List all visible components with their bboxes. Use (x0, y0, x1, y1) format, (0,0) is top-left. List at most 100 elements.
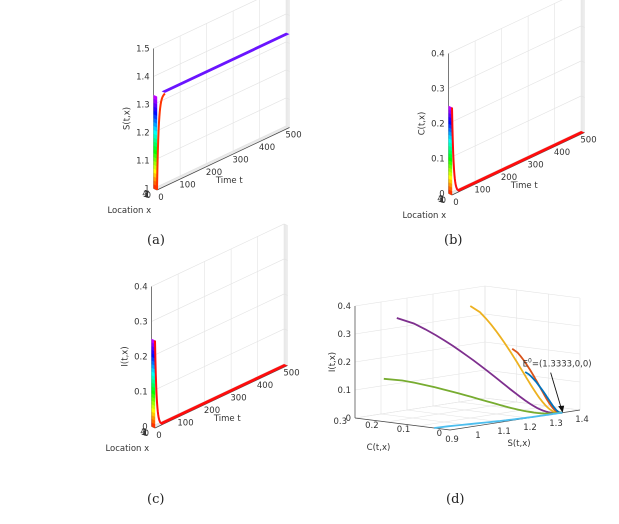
location-axis-title: Location x (105, 444, 149, 454)
time-tick-label: 300 (230, 394, 246, 404)
c-axis-title: C(t,x) (367, 443, 391, 453)
transition-edge (154, 340, 164, 425)
z-axis-title: I(t,x) (121, 346, 131, 366)
gridline (153, 97, 287, 161)
i-tick-label: 0.1 (337, 386, 351, 396)
location-axis-title: Location x (107, 206, 151, 216)
i-tick-label: 0.4 (337, 302, 351, 312)
panel-d: 0.9 1 1.1 1.2 1.3 1.400.10.20.300.10.20.30.4I… (328, 285, 592, 453)
time-tick-label: 0 (453, 198, 458, 208)
z-tick-label: 0 (439, 189, 444, 199)
i-tick-label: 0.3 (337, 330, 351, 340)
gridline (151, 328, 285, 392)
c-tick-label: 0 (437, 429, 442, 439)
location-tick-label: 4 (140, 427, 145, 437)
time-tick-label: 300 (527, 161, 543, 171)
gridline (153, 13, 287, 77)
time-tick-label: 100 (474, 186, 490, 196)
c-tick-label: 0.2 (365, 421, 379, 431)
location-tick-label: 3 (141, 428, 146, 438)
steady-state-surface (456, 130, 585, 192)
trajectory-line (511, 348, 563, 414)
time-axis-title: Time t (510, 181, 539, 191)
gridline (448, 60, 582, 124)
gridline (432, 405, 529, 419)
time-tick-label: 100 (177, 419, 193, 429)
gridline (448, 25, 582, 89)
s-tick-label: 0.9 (445, 435, 459, 445)
steady-state-surface (159, 363, 288, 425)
s-tick-label: 1.4 (575, 415, 589, 425)
annotation-arrow (550, 372, 563, 410)
time-tick-label: 200 (206, 168, 222, 178)
z-tick-label: 1.1 (136, 156, 150, 166)
c-tick-label: 0.3 (333, 417, 347, 427)
location-tick-label: 2 (142, 428, 147, 438)
gridline (354, 397, 486, 419)
time-axis-title: Time t (213, 414, 242, 424)
time-tick-label: 300 (232, 156, 248, 166)
gridline (153, 125, 287, 189)
time-tick-label: 0 (158, 193, 163, 203)
time-tick-label: 500 (285, 131, 301, 141)
time-tick-label: 400 (257, 381, 273, 391)
panel-caption: (c) (147, 492, 164, 507)
trajectory-line (383, 377, 562, 415)
time-axis-title: Time t (215, 176, 244, 186)
s-tick-label: 1.2 (523, 423, 537, 433)
gridline (484, 313, 581, 327)
gridline (380, 413, 477, 427)
surface-band (151, 422, 156, 429)
time-tick-label: 0 (156, 431, 161, 441)
gridline (354, 369, 486, 391)
z-tick-label: 0.3 (134, 317, 148, 327)
transition-edge (156, 92, 166, 191)
transition-edge (451, 107, 461, 192)
arrow-head (558, 405, 565, 413)
location-tick-label: 3 (143, 190, 148, 200)
z-tick-label: 1.5 (136, 44, 150, 54)
location-tick-label: 2 (144, 190, 149, 200)
location-tick-label: 1 (440, 196, 445, 206)
location-tick-label: 0 (441, 196, 446, 206)
gridline (154, 126, 288, 190)
time-tick-label: 400 (259, 143, 275, 153)
z-axis-title: C(t,x) (418, 112, 428, 136)
z-tick-label: 0.2 (134, 352, 148, 362)
z-tick-label: 0.4 (134, 282, 148, 292)
s-axis-title: S(t,x) (507, 439, 530, 449)
z-axis-title: S(t,x) (123, 107, 133, 130)
gridline (484, 369, 581, 383)
c-tick-label: 0.1 (397, 425, 411, 435)
gridline (153, 0, 258, 49)
trajectory-line (469, 305, 563, 414)
s-tick-label: 1.1 (497, 427, 511, 437)
location-tick-label: 1 (143, 429, 148, 439)
z-tick-label: 0.1 (431, 154, 445, 164)
time-tick-label: 400 (554, 148, 570, 158)
z-tick-label: 0.1 (134, 387, 148, 397)
s-tick-label: 1.3 (549, 419, 563, 429)
z-tick-label: 0.2 (431, 119, 445, 129)
trajectory-line (434, 411, 563, 429)
gridline (354, 313, 486, 335)
s-tick-label: 1 (475, 431, 480, 441)
gridline (155, 126, 288, 190)
panel-caption: (a) (147, 233, 165, 248)
location-tick-label: 4 (142, 189, 147, 199)
location-tick-label: 2 (439, 195, 444, 205)
gridline (156, 126, 289, 190)
location-tick-label: 0 (144, 429, 149, 439)
gridline (448, 0, 563, 54)
time-tick-label: 500 (580, 136, 596, 146)
time-tick-label: 100 (179, 181, 195, 191)
z-tick-label: 0.3 (431, 84, 445, 94)
gridline (458, 401, 555, 415)
gridline (386, 401, 517, 423)
gridline (406, 409, 503, 423)
time-tick-label: 200 (204, 406, 220, 416)
time-tick-label: 500 (283, 369, 299, 379)
